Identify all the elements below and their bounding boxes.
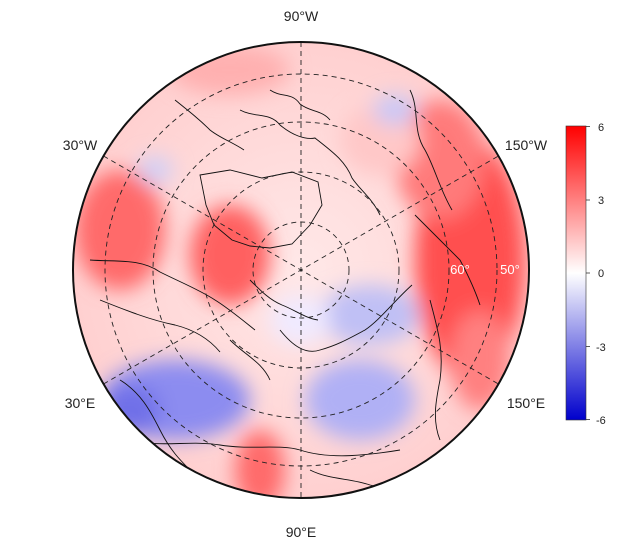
lon-label-90w: 90°W	[284, 8, 319, 24]
colorbar-tick-6: 6	[598, 122, 604, 134]
coastlines	[89, 89, 481, 488]
lon-label-90e: 90°E	[286, 524, 317, 540]
lon-label-150e: 150°E	[507, 395, 545, 411]
lon-label-30e: 30°E	[65, 395, 96, 411]
colorbar-tick-3: 3	[598, 195, 604, 207]
graticule	[103, 42, 499, 498]
colorbar: 6 3 0 -3 -6	[565, 122, 606, 427]
anomaly-field	[73, 42, 529, 498]
lat-label-60: 60°	[450, 262, 470, 277]
map-boundary	[72, 41, 530, 499]
colorbar-tick-neg6: -6	[596, 415, 606, 427]
lon-label-30w: 30°W	[63, 137, 98, 153]
colorbar-tick-neg3: -3	[596, 342, 606, 354]
lat-label-50: 50°	[500, 262, 520, 277]
lon-label-150w: 150°W	[505, 137, 548, 153]
colorbar-gradient	[566, 126, 586, 420]
colorbar-tick-0: 0	[598, 268, 604, 280]
